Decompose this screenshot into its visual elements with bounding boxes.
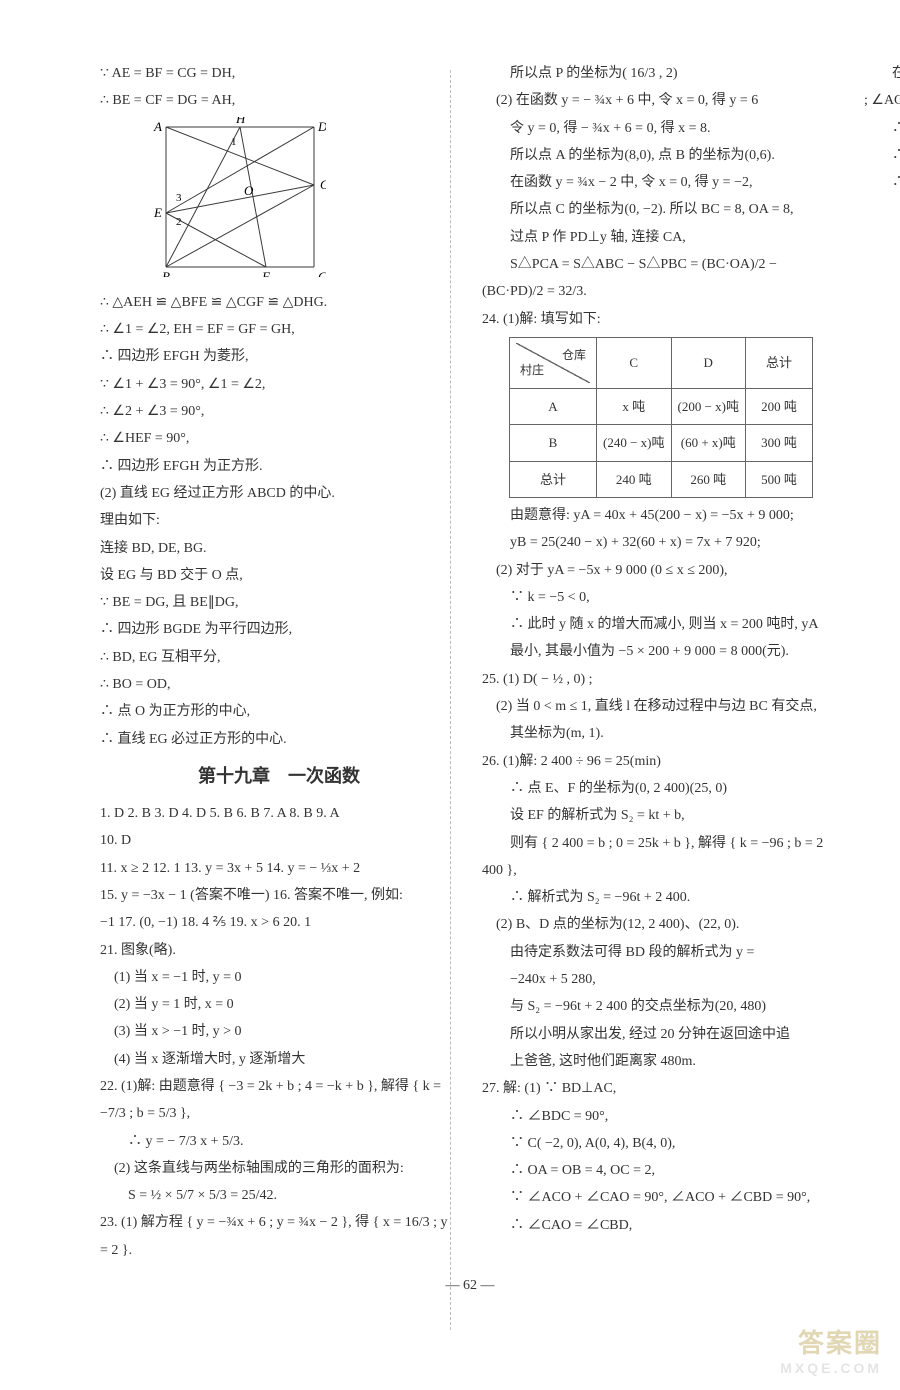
text-line: 所以小明从家出发, 经过 20 分钟在返回途中追 <box>482 1021 840 1048</box>
text-line: 由题意得: yA = 40x + 45(200 − x) = −5x + 9 0… <box>482 502 840 529</box>
text-line: ∵ k = −5 < 0, <box>482 584 840 611</box>
text-line: ∴ ∠1 = ∠2, EH = EF = GF = GH, <box>100 316 458 343</box>
text-line: (3) 当 x > −1 时, y > 0 <box>100 1018 458 1045</box>
text-line: ∴ ∠BDC = 90°, <box>482 1103 840 1130</box>
text-line: (2) 当 0 < m ≤ 1, 直线 l 在移动过程中与边 BC 有交点, <box>482 693 840 720</box>
watermark-en: MXQE.COM <box>780 1360 882 1376</box>
text-line: (4) 当 x 逐渐增大时, y 逐渐增大 <box>100 1046 458 1073</box>
svg-text:C: C <box>318 269 326 277</box>
svg-text:H: H <box>235 117 246 126</box>
text-line: ∴ y = − 7/3 x + 5/3. <box>100 1128 458 1155</box>
text-line: ∴ BO = OD, <box>100 671 458 698</box>
text-line: −240x + 5 280, <box>482 966 840 993</box>
watermark-cn: 答案圈 <box>780 1323 882 1360</box>
text-line: 所以点 P 的坐标为( 16/3 , 2) <box>482 60 840 87</box>
text-line: 由待定系数法可得 BD 段的解析式为 y = <box>482 939 840 966</box>
text-line: 理由如下: <box>100 507 458 534</box>
text-line: ∴ 四边形 EFGH 为菱形, <box>100 343 458 370</box>
text-line: (2) 直线 EG 经过正方形 ABCD 的中心. <box>100 480 458 507</box>
text-line: yB = 25(240 − x) + 32(60 + x) = 7x + 7 9… <box>482 529 840 556</box>
geometry-diagram: A H D E O G B F C 1 2 3 <box>136 117 458 287</box>
text-line: ∴ 直线 EG 必过正方形的中心. <box>100 726 458 753</box>
text-line: 最小, 其最小值为 −5 × 200 + 9 000 = 8 000(元). <box>482 638 840 665</box>
text-line: 26. (1)解: 2 400 ÷ 96 = 25(min) <box>482 748 840 775</box>
text-line: 所以点 C 的坐标为(0, −2). 所以 BC = 8, OA = 8, <box>482 196 840 223</box>
text-line: ∵ AE = BF = CG = DH, <box>100 60 458 87</box>
svg-text:A: A <box>153 119 162 134</box>
text-line: (2) B、D 点的坐标为(12, 2 400)、(22, 0). <box>482 911 840 938</box>
text-line: 24. (1)解: 填写如下: <box>482 306 840 333</box>
text-line: 23. (1) 解方程 { y = −¾x + 6 ; y = ¾x − 2 }… <box>100 1209 458 1264</box>
column2-top: (2) 在函数 y = − ¾x + 6 中, 令 x = 0, 得 y = 6… <box>482 87 840 333</box>
svg-text:3: 3 <box>176 192 182 204</box>
watermark: 答案圈 MXQE.COM <box>780 1323 882 1376</box>
text-line: ∴ ∠HEF = 90°, <box>100 425 458 452</box>
page: { "pageNumber": "— 62 —", "watermark": {… <box>0 0 900 1390</box>
proof-block: ∵ AE = BF = CG = DH,∴ BE = CF = DG = AH,… <box>100 60 458 753</box>
text-line: (2) 对于 yA = −5x + 9 000 (0 ≤ x ≤ 200), <box>482 557 840 584</box>
svg-text:B: B <box>162 269 170 277</box>
warehouse-table: 仓库村庄CD总计Ax 吨(200 − x)吨200 吨B(240 − x)吨(6… <box>509 337 813 498</box>
text-line: −1 17. (0, −1) 18. 4 ⅖ 19. x > 6 20. 1 <box>100 909 458 936</box>
text-line: 22. (1)解: 由题意得 { −3 = 2k + b ; 4 = −k + … <box>100 1073 458 1128</box>
text-line: 与 S₂ = −96t + 2 400 的交点坐标为(20, 480) <box>482 993 840 1020</box>
text-line: ∵ ∠ACO + ∠CAO = 90°, ∠ACO + ∠CBD = 90°, <box>482 1184 840 1211</box>
text-line: ∴ ∠2 + ∠3 = 90°, <box>100 398 458 425</box>
text-line: 则有 { 2 400 = b ; 0 = 25k + b }, 解得 { k =… <box>482 830 840 885</box>
text-line: ∵ BE = DG, 且 BE∥DG, <box>100 589 458 616</box>
text-line: ∴ BE = CF = DG = AH, <box>100 87 458 114</box>
text-line: ∴ △ACO ≌ △BHO (ASA), <box>864 115 900 142</box>
text-line: 上爸爸, 这时他们距离家 480m. <box>482 1048 840 1075</box>
text-line: ∴ △AEH ≌ △BFE ≌ △CGF ≌ △DHG. <box>100 289 458 316</box>
text-line: 过点 P 作 PD⊥y 轴, 连接 CA, <box>482 224 840 251</box>
text-line: ∴ 此时 y 随 x 的增大而减小, 则当 x = 200 吨时, yA <box>482 611 840 638</box>
svg-text:F: F <box>261 269 271 277</box>
svg-text:1: 1 <box>231 136 237 148</box>
text-line: 27. 解: (1) ∵ BD⊥AC, <box>482 1075 840 1102</box>
text-line: 21. 图象(略). <box>100 937 458 964</box>
text-line: ∴ 解析式为 S₂ = −96t + 2 400. <box>482 884 840 911</box>
text-line: S = ½ × 5/7 × 5/3 = 25/42. <box>100 1182 458 1209</box>
svg-text:O: O <box>244 183 254 198</box>
text-line: (2) 当 y = 1 时, x = 0 <box>100 991 458 1018</box>
text-line: ∴ 点 O 为正方形的中心, <box>100 698 458 725</box>
text-line: 设 EF 的解析式为 S₂ = kt + b, <box>482 802 840 829</box>
page-number: — 62 — <box>100 1278 840 1294</box>
text-line: 在函数 y = ¾x − 2 中, 令 x = 0, 得 y = −2, <box>482 169 840 196</box>
text-line: S△PCA = S△ABC − S△PBC = (BC·OA)/2 − (BC·… <box>482 251 840 306</box>
text-line: 连接 BD, DE, BG. <box>100 535 458 562</box>
text-line: 令 y = 0, 得 − ¾x + 6 = 0, 得 x = 8. <box>482 115 840 142</box>
text-line: 设 EG 与 BD 交于 O 点, <box>100 562 458 589</box>
column-divider <box>450 70 452 1330</box>
text-line: 在 △ACO 和 △BHO 中, { ∠CAO = ∠HBO ; OA = OB… <box>864 60 900 115</box>
text-line: (1) 当 x = −1 时, y = 0 <box>100 964 458 991</box>
text-line: ∴ 四边形 EFGH 为正方形. <box>100 453 458 480</box>
svg-text:E: E <box>153 205 162 220</box>
text-line: ∵ ∠1 + ∠3 = 90°, ∠1 = ∠2, <box>100 371 458 398</box>
text-line: 25. (1) D( − ½ , 0) ; <box>482 666 840 693</box>
text-line: ∴ OC = OH = 2, <box>864 142 900 169</box>
text-line: (2) 在函数 y = − ¾x + 6 中, 令 x = 0, 得 y = 6 <box>482 87 840 114</box>
text-line: ∴ BD, EG 互相平分, <box>100 644 458 671</box>
text-line: 11. x ≥ 2 12. 1 13. y = 3x + 5 14. y = −… <box>100 855 458 882</box>
text-line: ∵ C( −2, 0), A(0, 4), B(4, 0), <box>482 1130 840 1157</box>
text-line: (2) 这条直线与两坐标轴围成的三角形的面积为: <box>100 1155 458 1182</box>
svg-text:D: D <box>317 119 326 134</box>
svg-text:G: G <box>320 177 326 192</box>
text-line: 所以点 A 的坐标为(8,0), 点 B 的坐标为(0,6). <box>482 142 840 169</box>
text-line: ∴ ∠CAO = ∠CBD, <box>482 1212 840 1239</box>
svg-text:2: 2 <box>176 216 182 228</box>
text-line: ∴ H(0, 2); <box>864 169 900 196</box>
text-line: 1. D 2. B 3. D 4. D 5. B 6. B 7. A 8. B … <box>100 800 458 827</box>
chapter-heading: 第十九章 一次函数 <box>100 759 458 794</box>
text-line: ∴ 四边形 BGDE 为平行四边形, <box>100 616 458 643</box>
text-line: 其坐标为(m, 1). <box>482 720 840 747</box>
text-line: ∴ 点 E、F 的坐标为(0, 2 400)(25, 0) <box>482 775 840 802</box>
text-line: ∴ OA = OB = 4, OC = 2, <box>482 1157 840 1184</box>
text-line: 10. D <box>100 827 458 854</box>
text-line: 15. y = −3x − 1 (答案不唯一) 16. 答案不唯一, 例如: <box>100 882 458 909</box>
content-columns: ∵ AE = BF = CG = DH,∴ BE = CF = DG = AH,… <box>100 60 840 1270</box>
